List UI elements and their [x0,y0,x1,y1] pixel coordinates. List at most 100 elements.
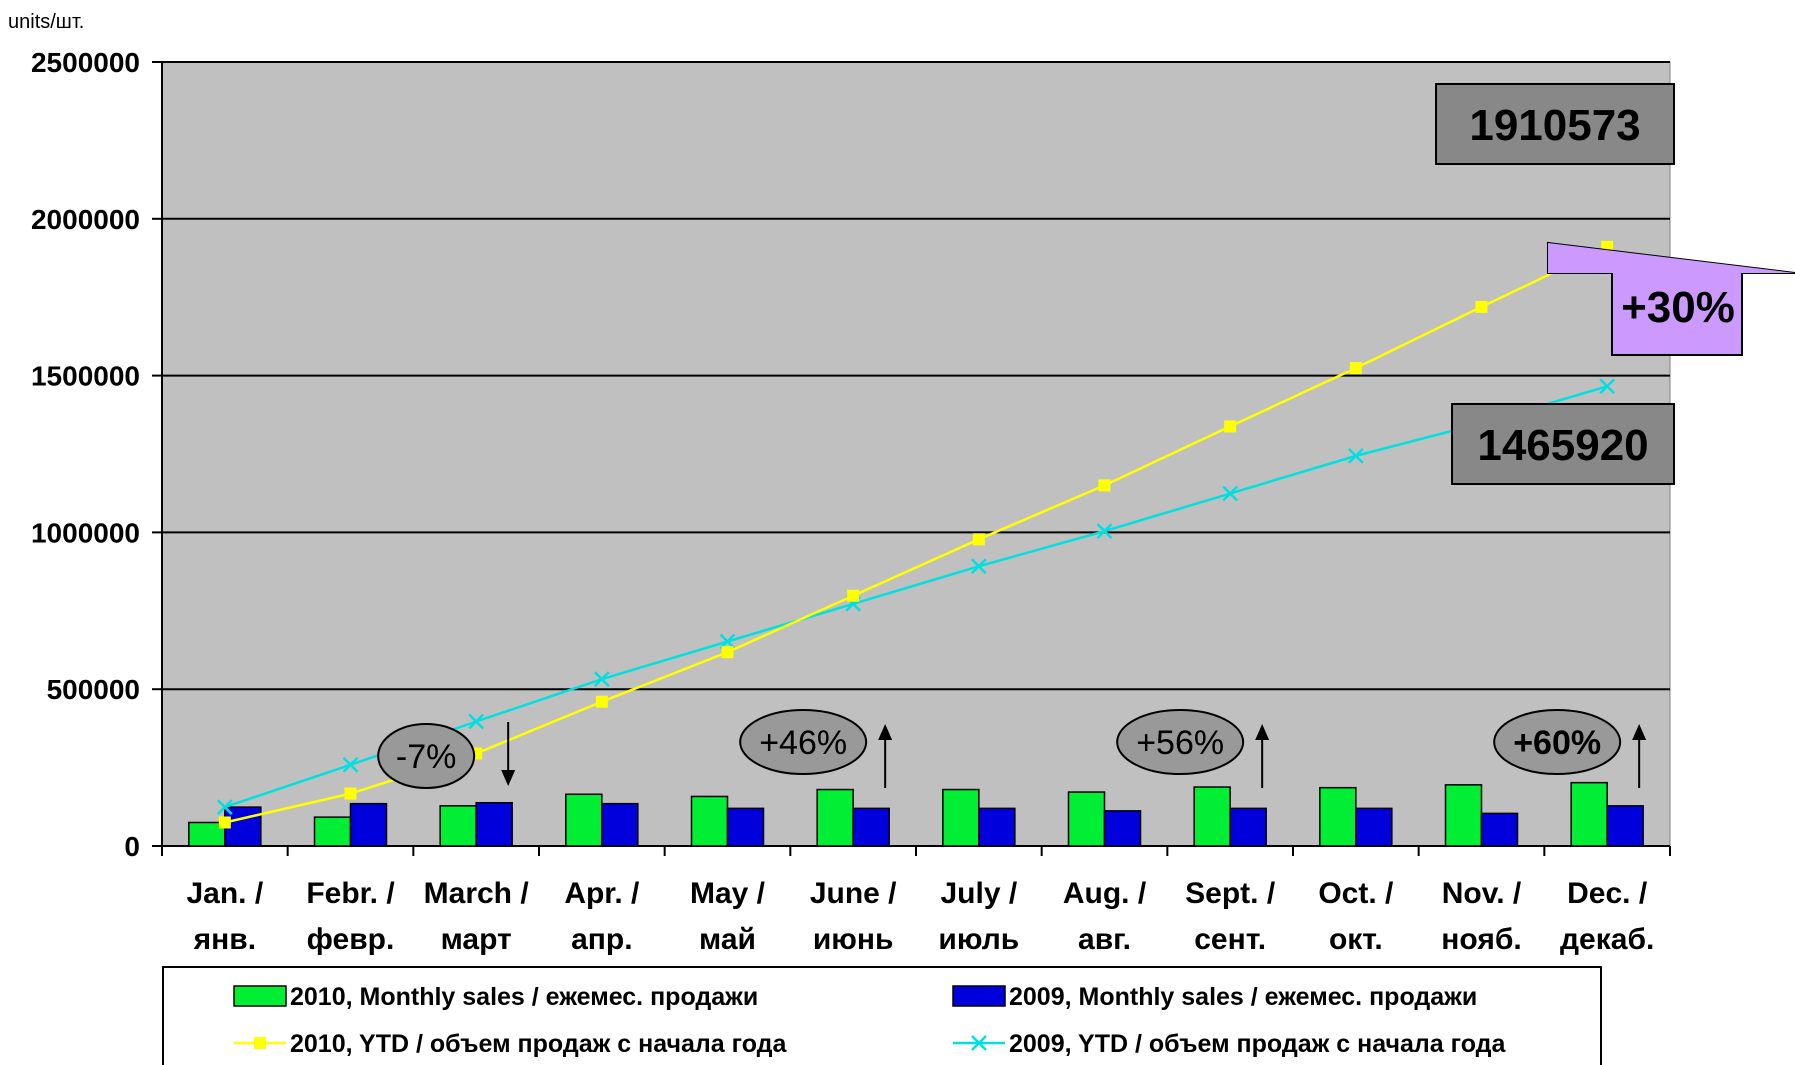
total-2010-box [1435,83,1675,165]
y-tick-label: 1000000 [31,517,140,548]
marker-stroke [216,799,233,815]
marker-2009-ytd [1096,523,1113,540]
bar-2009 [1480,812,1519,847]
total-2010-label: 1910573 [1469,101,1640,150]
x-tick-label: июнь [813,923,894,956]
total-2009-box [1451,403,1675,485]
change-arrow-head [878,724,893,740]
legend-entry: 2009, Monthly sales / ежемес. продажи [1009,983,1477,1011]
x-tick-label: окт. [1329,923,1383,956]
legend-swatch [952,985,1006,1007]
marker-2009-ytd [593,671,610,688]
marker-2009-ytd [1599,378,1616,395]
x-tick-label: Oct. / [1318,877,1394,910]
y-tick-label: 2000000 [31,204,140,235]
marker-2009-ytd [216,799,233,815]
marker-2009-ytd [970,558,987,575]
x-tick-label: авг. [1078,923,1131,956]
change-bubble [377,723,476,789]
marker-2010-ytd [847,589,860,602]
legend-swatch [233,985,287,1007]
bar-2009 [978,807,1016,847]
y-tick-label: 1500000 [31,361,140,392]
marker-2010-ytd [1224,420,1237,433]
x-tick-label: июль [938,923,1019,956]
bar-2009 [1606,805,1644,847]
bar-2010 [313,816,352,847]
marker-2009-ytd [342,756,359,773]
marker-2009-ytd [468,713,485,730]
x-tick-label: Sept. / [1185,877,1276,910]
change-label: +56% [1136,724,1224,762]
x-tick-label: нояб. [1441,923,1521,956]
marker-stroke [970,558,987,575]
bar-2010 [690,795,729,847]
bars [188,781,1644,847]
legend: 2010, Monthly sales / ежемес. продажи 200… [162,966,1602,1065]
legend-entry: 2010, YTD / объем продаж с начала года [290,1030,788,1058]
marker-2010-ytd [344,787,357,800]
total-2009-label: 1465920 [1477,421,1648,470]
legend-entry: 2009, YTD / объем продаж с начала года [1009,1030,1507,1058]
marker-stroke [971,1035,987,1051]
bar-2009 [1103,810,1142,847]
gridlines [162,61,1670,691]
x-tick-label: Dec. / [1567,877,1648,910]
bar-2010 [1193,786,1231,847]
bar-2010 [1319,786,1357,847]
marker-2010-ytd [1349,362,1362,375]
bar-2010 [1067,791,1106,847]
bar-2009 [852,807,890,847]
units-label: units/шт. [8,11,84,33]
y-tick-label: 0 [124,831,140,862]
bar-2010 [1444,784,1483,847]
y-tick-label: 500000 [47,674,140,705]
bar-2009 [475,801,513,847]
x-tick-label: June / [810,877,897,910]
plot-area [161,61,1671,847]
marker-2010-ytd [1098,479,1111,492]
change-bubble [1493,709,1622,775]
bar-2010 [439,805,477,847]
x-tick-label: апр. [571,923,632,956]
change-arrow-head [1632,724,1647,740]
marker-2010-ytd [595,695,608,708]
marker-2009-ytd [1222,485,1239,502]
bar-2009 [601,802,639,847]
x-tick-label: май [699,923,756,956]
marker-2010-ytd [1475,300,1488,313]
bar-2009 [726,807,765,847]
annotations: 1910573 1465920 +30% -7% +46% +56% +60% [377,83,1795,789]
marker-stroke [468,713,485,730]
legend-box [162,966,1602,1065]
legend-swatch-marker [254,1037,266,1049]
marker-stroke [1096,523,1113,540]
bar-2010 [1570,781,1608,847]
x-tick-label: Nov. / [1442,877,1522,910]
x-tick-label: Jan. / [186,877,263,910]
x-tick-label: февр. [307,923,395,956]
bar-2009 [349,802,388,847]
marker-stroke [1347,447,1364,464]
x-tick-label: янв. [193,923,256,956]
x-tick-label: сент. [1194,923,1266,956]
growth-label: +30% [1621,283,1735,332]
legend-entry: 2010, Monthly sales / ежемес. продажи [290,983,758,1011]
marker-stroke [593,671,610,688]
marker-stroke [1599,378,1616,395]
change-label: +46% [759,724,847,762]
marker-2009-ytd [1347,447,1364,464]
x-tick-label: Febr. / [306,877,395,910]
marker-2010-ytd [721,646,734,659]
x-tick-label: март [441,923,512,956]
bar-2009 [1355,807,1393,847]
x-tick-label: Apr. / [564,877,640,910]
axes: 0 500000 1000000 1500000 2000000 2500000 Jan. … [31,47,1671,956]
line-2009-ytd [224,385,1608,809]
marker-stroke [342,756,359,773]
bar-2009 [1229,807,1267,847]
marker-2010-ytd [218,816,231,829]
x-tick-label: March / [424,877,530,910]
x-tick-label: декаб. [1560,923,1654,956]
